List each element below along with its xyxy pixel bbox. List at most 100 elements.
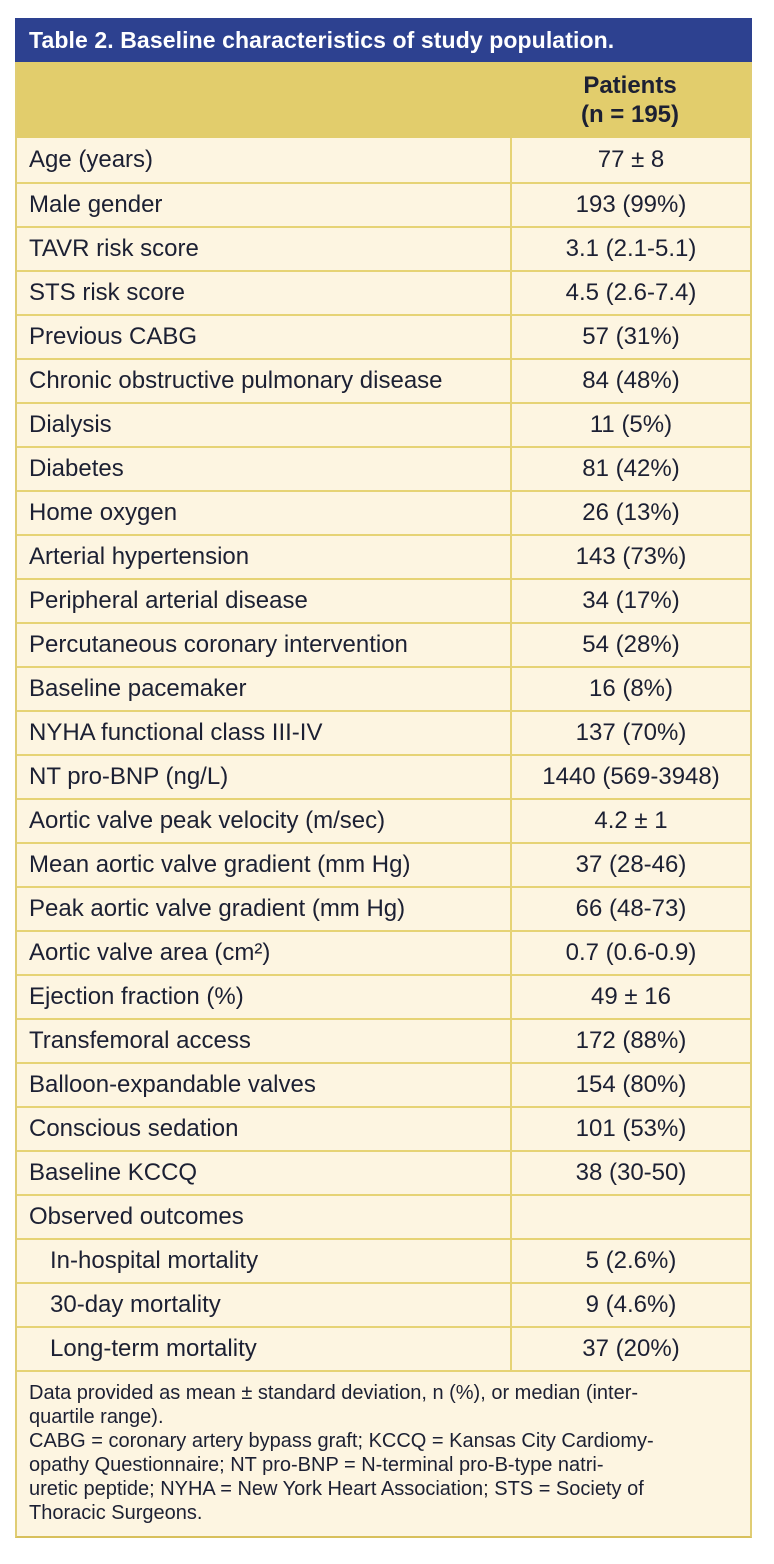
table-row: Conscious sedation 101 (53%) (17, 1106, 750, 1150)
row-label: Long-term mortality (50, 1335, 257, 1362)
row-label: NYHA functional class III-IV (29, 719, 323, 746)
table-row: Balloon-expandable valves 154 (80%) (17, 1062, 750, 1106)
table-row: Diabetes 81 (42%) (17, 446, 750, 490)
row-label: Mean aortic valve gradient (mm Hg) (29, 851, 411, 878)
table-row: Mean aortic valve gradient (mm Hg) 37 (2… (17, 842, 750, 886)
row-value: 84 (48%) (510, 360, 750, 402)
row-value: 5 (2.6%) (510, 1240, 750, 1282)
table-row: Previous CABG 57 (31%) (17, 314, 750, 358)
table-footnote: Data provided as mean ± standard deviati… (17, 1370, 750, 1536)
row-value: 16 (8%) (510, 668, 750, 710)
footnote-line: Data provided as mean ± standard deviati… (29, 1382, 639, 1404)
table-row: Male gender 193 (99%) (17, 182, 750, 226)
table-title-bar: Table 2. Baseline characteristics of stu… (15, 18, 752, 62)
row-label: 30-day mortality (50, 1291, 221, 1318)
table-row: In-hospital mortality 5 (2.6%) (17, 1238, 750, 1282)
row-label: Observed outcomes (29, 1203, 244, 1230)
table-row: Observed outcomes (17, 1194, 750, 1238)
table-row: Dialysis 11 (5%) (17, 402, 750, 446)
row-value: 0.7 (0.6-0.9) (510, 932, 750, 974)
row-value: 37 (20%) (510, 1328, 750, 1370)
table-row: Arterial hypertension 143 (73%) (17, 534, 750, 578)
baseline-characteristics-table: Table 2. Baseline characteristics of stu… (15, 18, 752, 1538)
footnote-line: Thoracic Surgeons. (29, 1502, 203, 1524)
row-label: Home oxygen (29, 499, 178, 526)
row-value: 3.1 (2.1-5.1) (510, 228, 750, 270)
row-label: Diabetes (29, 455, 124, 482)
row-label: In-hospital mortality (50, 1247, 259, 1274)
row-value: 1440 (569-3948) (510, 756, 750, 798)
row-label: Dialysis (29, 411, 112, 438)
table-row: Peripheral arterial disease 34 (17%) (17, 578, 750, 622)
row-value: 9 (4.6%) (510, 1284, 750, 1326)
row-value: 193 (99%) (510, 184, 750, 226)
footnote-line: quartile range). (29, 1406, 164, 1428)
row-value: 4.2 ± 1 (510, 800, 750, 842)
table-row: Transfemoral access 172 (88%) (17, 1018, 750, 1062)
table-row: Percutaneous coronary intervention 54 (2… (17, 622, 750, 666)
table-title: Table 2. Baseline characteristics of stu… (29, 26, 615, 53)
row-value: 77 ± 8 (510, 138, 750, 182)
footnote-line: uretic peptide; NYHA = New York Heart As… (29, 1478, 644, 1500)
footnote-line: opathy Questionnaire; NT pro-BNP = N-ter… (29, 1454, 604, 1476)
row-value: 54 (28%) (510, 624, 750, 666)
row-label: Balloon-expandable valves (29, 1071, 316, 1098)
header-n-label: (n = 195) (580, 101, 680, 128)
row-value: 37 (28-46) (510, 844, 750, 886)
row-label: Aortic valve area (cm²) (29, 939, 271, 966)
row-label: Baseline pacemaker (29, 675, 247, 702)
row-value: 11 (5%) (510, 404, 750, 446)
table-row: Aortic valve area (cm²) 0.7 (0.6-0.9) (17, 930, 750, 974)
row-value: 38 (30-50) (510, 1152, 750, 1194)
row-label: Male gender (29, 191, 163, 218)
header-empty-cell (17, 62, 510, 138)
row-label: Chronic obstructive pulmonary disease (29, 367, 443, 394)
row-value: 26 (13%) (510, 492, 750, 534)
table-row: Chronic obstructive pulmonary disease 84… (17, 358, 750, 402)
row-label: Conscious sedation (29, 1115, 239, 1142)
footnote-line: CABG = coronary artery bypass graft; KCC… (29, 1430, 654, 1452)
row-label: Arterial hypertension (29, 543, 250, 570)
row-label: Transfemoral access (29, 1027, 251, 1054)
row-label: Aortic valve peak velocity (m/sec) (29, 807, 386, 834)
row-value: 137 (70%) (510, 712, 750, 754)
row-label: NT pro-BNP (ng/L) (29, 763, 229, 790)
table-row: Baseline pacemaker 16 (8%) (17, 666, 750, 710)
table-row: Ejection fraction (%) 49 ± 16 (17, 974, 750, 1018)
row-label: Peak aortic valve gradient (mm Hg) (29, 895, 406, 922)
table-row: Baseline KCCQ 38 (30-50) (17, 1150, 750, 1194)
header-patients-label: Patients (583, 71, 677, 99)
row-value: 4.5 (2.6-7.4) (510, 272, 750, 314)
row-value: 66 (48-73) (510, 888, 750, 930)
row-value: 143 (73%) (510, 536, 750, 578)
row-label: Baseline KCCQ (29, 1159, 198, 1186)
header-patients-cell: Patients (n = 195) (510, 62, 750, 138)
row-label: Previous CABG (29, 323, 198, 350)
table-row: NT pro-BNP (ng/L) 1440 (569-3948) (17, 754, 750, 798)
row-value (510, 1196, 750, 1238)
row-label: Ejection fraction (%) (29, 983, 244, 1010)
table-rows: Age (years) 77 ± 8 Male gender 193 (99%)… (17, 138, 750, 1370)
table-row: STS risk score 4.5 (2.6-7.4) (17, 270, 750, 314)
row-value: 172 (88%) (510, 1020, 750, 1062)
table-row: Aortic valve peak velocity (m/sec) 4.2 ±… (17, 798, 750, 842)
row-label: TAVR risk score (29, 235, 199, 262)
table-row: Long-term mortality 37 (20%) (17, 1326, 750, 1370)
table-row: Peak aortic valve gradient (mm Hg) 66 (4… (17, 886, 750, 930)
row-label: Age (years) (29, 146, 154, 173)
row-label: Peripheral arterial disease (29, 587, 308, 614)
table-header-row: Patients (n = 195) (17, 62, 750, 138)
table-row: Age (years) 77 ± 8 (17, 138, 750, 182)
row-label: Percutaneous coronary intervention (29, 631, 408, 658)
row-value: 101 (53%) (510, 1108, 750, 1150)
row-label: STS risk score (29, 279, 186, 306)
row-value: 49 ± 16 (510, 976, 750, 1018)
table-row: TAVR risk score 3.1 (2.1-5.1) (17, 226, 750, 270)
row-value: 34 (17%) (510, 580, 750, 622)
table-body: Patients (n = 195) Age (years) 77 ± 8 Ma… (15, 62, 752, 1538)
table-row: Home oxygen 26 (13%) (17, 490, 750, 534)
row-value: 57 (31%) (510, 316, 750, 358)
row-value: 154 (80%) (510, 1064, 750, 1106)
row-value: 81 (42%) (510, 448, 750, 490)
